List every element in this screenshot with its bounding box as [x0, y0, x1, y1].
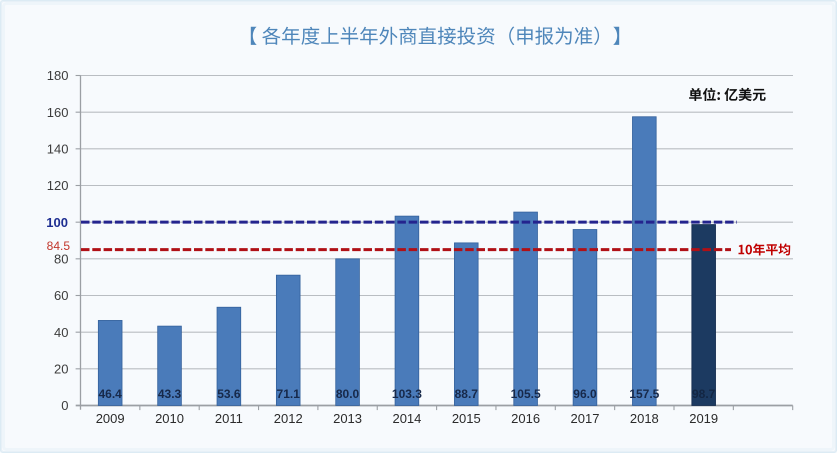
svg-text:140: 140	[47, 141, 69, 156]
svg-text:98.7: 98.7	[692, 387, 716, 401]
svg-text:2015: 2015	[452, 411, 481, 426]
svg-text:2018: 2018	[630, 411, 659, 426]
svg-text:53.6: 53.6	[217, 387, 241, 401]
svg-text:2014: 2014	[392, 411, 421, 426]
svg-text:157.5: 157.5	[629, 387, 659, 401]
svg-text:88.7: 88.7	[455, 387, 479, 401]
svg-text:180: 180	[47, 68, 69, 83]
svg-text:2012: 2012	[274, 411, 303, 426]
svg-text:2009: 2009	[96, 411, 125, 426]
svg-text:2010: 2010	[155, 411, 184, 426]
svg-text:46.4: 46.4	[98, 387, 122, 401]
svg-text:0: 0	[61, 398, 68, 413]
svg-text:80.0: 80.0	[336, 387, 360, 401]
svg-text:120: 120	[47, 178, 69, 193]
svg-text:2016: 2016	[511, 411, 540, 426]
svg-text:100: 100	[46, 215, 68, 230]
svg-text:20: 20	[54, 361, 68, 376]
svg-text:80: 80	[54, 251, 68, 266]
svg-text:84.5: 84.5	[47, 239, 71, 253]
svg-text:43.3: 43.3	[158, 387, 182, 401]
svg-text:160: 160	[47, 105, 69, 120]
svg-text:2019: 2019	[689, 411, 718, 426]
svg-text:105.5: 105.5	[511, 387, 541, 401]
svg-text:60: 60	[54, 288, 68, 303]
svg-text:103.3: 103.3	[392, 387, 422, 401]
svg-text:2013: 2013	[333, 411, 362, 426]
svg-text:2017: 2017	[571, 411, 600, 426]
svg-text:71.1: 71.1	[277, 387, 301, 401]
svg-text:40: 40	[54, 325, 68, 340]
svg-text:96.0: 96.0	[573, 387, 597, 401]
svg-text:2011: 2011	[215, 411, 243, 426]
